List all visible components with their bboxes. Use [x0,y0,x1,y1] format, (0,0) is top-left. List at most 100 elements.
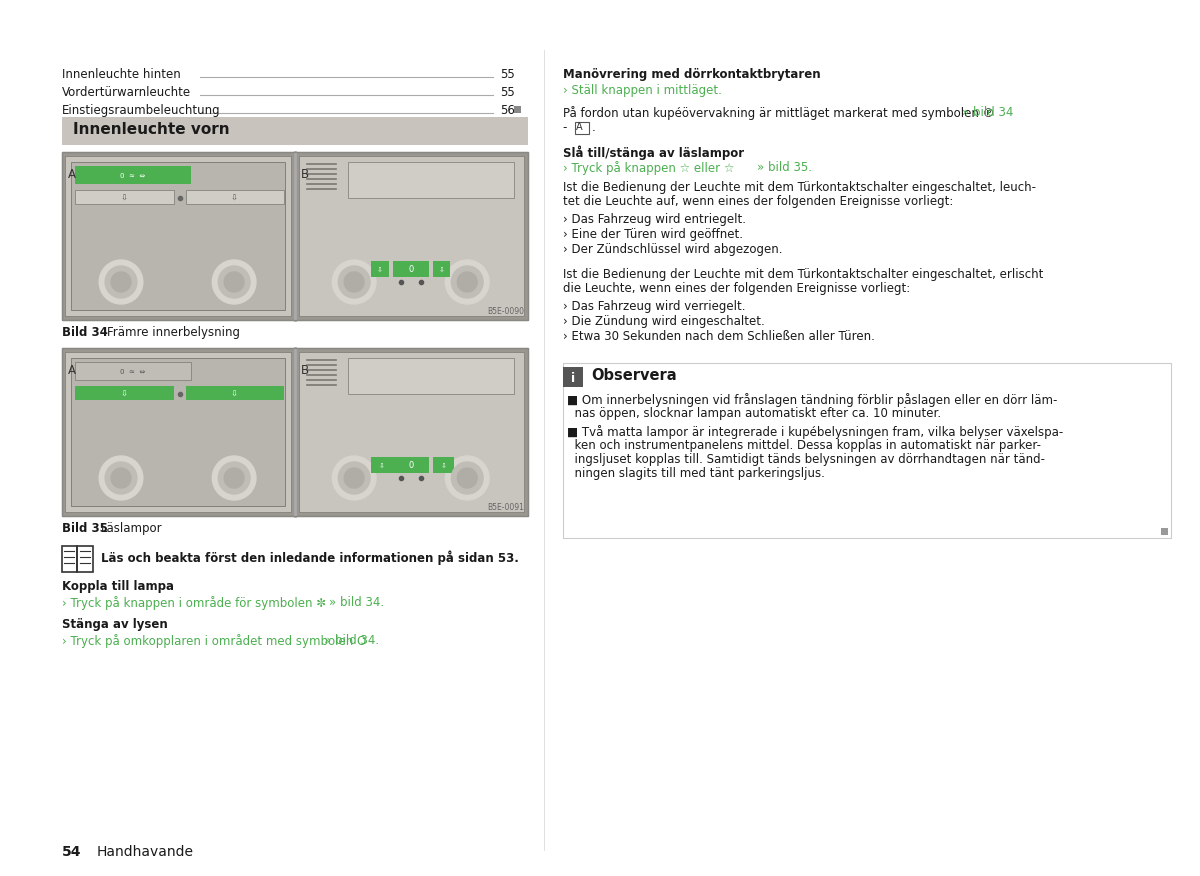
Bar [186,190,283,204]
Text: ⇩: ⇩ [377,267,383,273]
Text: ⇩: ⇩ [379,463,385,469]
Text: .: . [592,121,595,134]
Bar [61,348,528,516]
Bar [61,348,528,516]
Circle shape [100,456,143,500]
Bar [392,457,428,473]
Text: › Das Fahrzeug wird verriegelt.: › Das Fahrzeug wird verriegelt. [564,300,746,313]
Text: På fordon utan kupéövervakning är mittläget markerat med symbolen ℗: På fordon utan kupéövervakning är mittlä… [564,106,998,120]
Text: › Der Zündschlüssel wird abgezogen.: › Der Zündschlüssel wird abgezogen. [564,243,782,256]
Bar [371,261,389,277]
Text: » bild 34.: » bild 34. [324,634,379,647]
Text: 54: 54 [61,845,82,859]
Bar [76,166,192,184]
Text: -: - [564,121,571,134]
Text: Ist die Bedienung der Leuchte mit dem Türkontaktschalter eingeschaltet, erlischt: Ist die Bedienung der Leuchte mit dem Tü… [564,268,1044,281]
Circle shape [451,266,484,298]
Text: ⇩: ⇩ [230,194,238,202]
Bar [299,156,523,316]
Bar [66,156,290,316]
Circle shape [338,266,370,298]
Text: A: A [67,364,76,377]
Text: 0: 0 [408,265,413,274]
Text: Innenleuchte vorn: Innenleuchte vorn [73,122,230,137]
Text: Bild 35: Bild 35 [61,522,107,535]
Circle shape [457,272,478,292]
Circle shape [344,468,364,488]
Bar [76,362,192,380]
Bar [76,190,174,204]
Text: ningen slagits till med tänt parkeringsljus.: ningen slagits till med tänt parkeringsl… [568,467,826,480]
Text: › Tryck på omkopplaren i området med symbolen O: › Tryck på omkopplaren i området med sym… [61,634,366,648]
Text: Främre innerbelysning: Främre innerbelysning [107,326,240,339]
Text: Vordertürwarnleuchte: Vordertürwarnleuchte [61,86,191,99]
Text: ken och instrumentpanelens mittdel. Dessa kopplas in automatiskt när parker-: ken och instrumentpanelens mittdel. Dess… [568,439,1042,452]
Text: › Ställ knappen i mittläget.: › Ställ knappen i mittläget. [564,84,722,97]
Text: › Eine der Türen wird geöffnet.: › Eine der Türen wird geöffnet. [564,228,744,241]
Bar [432,261,450,277]
Bar [348,358,514,394]
Text: ⇩: ⇩ [438,267,444,273]
Text: A: A [67,168,76,181]
Bar [72,162,284,310]
Circle shape [224,468,244,488]
Bar [1160,528,1168,535]
Text: Handhavande: Handhavande [96,845,193,859]
Text: die Leuchte, wenn eines der folgenden Ereignisse vorliegt:: die Leuchte, wenn eines der folgenden Er… [564,282,911,295]
Circle shape [457,468,478,488]
Bar [514,106,521,113]
Text: 0  ≈  ⇔: 0 ≈ ⇔ [120,369,145,375]
Text: nas öppen, slocknar lampan automatiskt efter ca. 10 minuter.: nas öppen, slocknar lampan automatiskt e… [568,407,942,420]
Text: 0  ≈  ⇔: 0 ≈ ⇔ [120,173,145,179]
Bar [66,352,290,512]
Text: ⇩: ⇩ [440,463,446,469]
Text: › Tryck på knappen ☆ eller ☆: › Tryck på knappen ☆ eller ☆ [564,161,739,175]
Text: i: i [571,371,576,385]
Text: Ist die Bedienung der Leuchte mit dem Türkontaktschalter eingeschaltet, leuch-: Ist die Bedienung der Leuchte mit dem Tü… [564,181,1037,194]
Text: 0: 0 [408,462,413,470]
Text: Bild 34: Bild 34 [61,326,107,339]
Text: › Die Zündung wird eingeschaltet.: › Die Zündung wird eingeschaltet. [564,315,766,328]
Text: 55: 55 [500,86,515,99]
Circle shape [338,462,370,494]
Bar [61,152,528,320]
Text: Koppla till lampa: Koppla till lampa [61,580,174,593]
Text: › Tryck på knappen i område för symbolen ✼: › Tryck på knappen i område för symbolen… [61,596,329,610]
Text: Slå till/stänga av läslampor: Slå till/stänga av läslampor [564,145,745,159]
Text: ⇩: ⇩ [120,194,127,202]
Text: B5E-0090: B5E-0090 [487,307,523,316]
Bar [348,162,514,198]
Bar [61,546,77,572]
Bar [72,358,284,506]
Text: ■ Om innerbelysningen vid frånslagen tändning förblir påslagen eller en dörr läm: ■ Om innerbelysningen vid frånslagen tän… [568,393,1058,407]
Bar [432,457,455,473]
Text: ingsljuset kopplas till. Samtidigt tänds belysningen av dörrhandtagen när tänd-: ingsljuset kopplas till. Samtidigt tänds… [568,453,1045,466]
Text: A: A [576,122,583,132]
Circle shape [445,456,490,500]
Circle shape [332,456,376,500]
Bar [186,386,283,400]
Circle shape [445,260,490,304]
Bar [564,363,1171,538]
Bar [61,152,528,320]
Text: Läs och beakta först den inledande informationen på sidan 53.: Läs och beakta först den inledande infor… [101,550,520,564]
Text: tet die Leuchte auf, wenn eines der folgenden Ereignisse vorliegt:: tet die Leuchte auf, wenn eines der folg… [564,195,954,208]
Text: Manövrering med dörrkontaktbrytaren: Manövrering med dörrkontaktbrytaren [564,68,821,81]
Circle shape [212,260,256,304]
Text: 55: 55 [500,68,515,81]
Circle shape [100,260,143,304]
Text: » bild 34.: » bild 34. [329,596,384,609]
Circle shape [212,456,256,500]
Circle shape [218,266,250,298]
Bar [61,117,528,145]
Circle shape [112,468,131,488]
Text: Observera: Observera [592,368,677,383]
Circle shape [451,462,484,494]
Text: » bild 35.: » bild 35. [757,161,812,174]
Bar [564,367,583,387]
Circle shape [106,266,137,298]
Text: Innenleuchte hinten: Innenleuchte hinten [61,68,180,81]
Bar [76,386,174,400]
Text: B5E-0091: B5E-0091 [487,503,523,512]
Circle shape [332,260,376,304]
